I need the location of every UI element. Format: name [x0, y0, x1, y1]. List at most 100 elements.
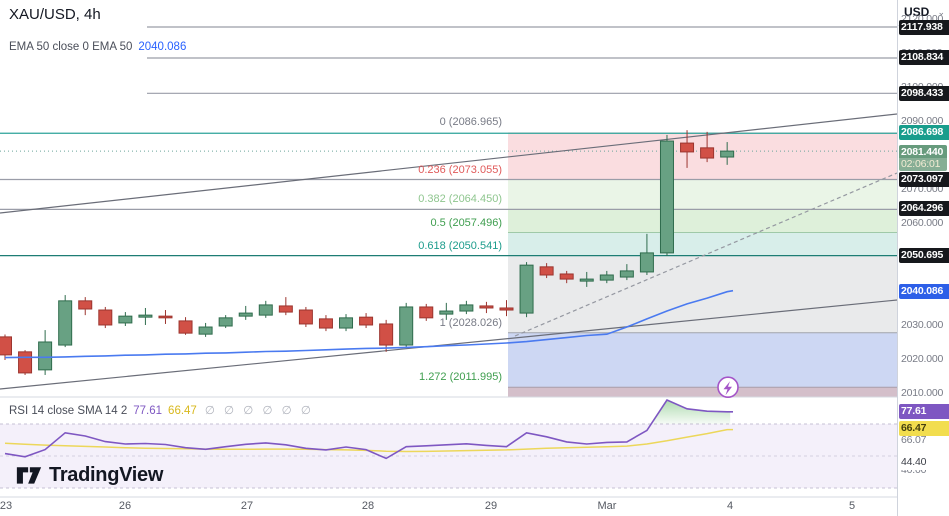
candle-body[interactable]: [639, 252, 654, 273]
price-axis-label: 66.47: [899, 421, 949, 436]
ema50-line[interactable]: [4, 289, 734, 359]
candle-body[interactable]: [399, 306, 414, 346]
candle-body[interactable]: [579, 278, 594, 282]
tradingview-logo-icon: [16, 467, 42, 484]
trendline[interactable]: [514, 172, 897, 337]
fib-level-label: 0.618 (2050.541): [418, 240, 502, 253]
price-axis-label: 44.40: [899, 455, 949, 470]
candle-body[interactable]: [258, 304, 273, 316]
time-axis-label[interactable]: 26: [118, 500, 132, 512]
candle-body[interactable]: [479, 305, 494, 309]
candle-body[interactable]: [298, 309, 313, 325]
last-price-value: 2081.440: [899, 145, 947, 158]
price-axis-label: 2030.000: [901, 319, 944, 331]
price-axis-label: 2020.000: [901, 353, 944, 365]
time-axis-label[interactable]: Mar: [597, 500, 617, 512]
rsi-band-fill: [0, 424, 897, 488]
candle-body[interactable]: [118, 315, 133, 324]
price-axis-label: 2010.000: [901, 387, 944, 399]
fib-band: [508, 256, 897, 333]
ema-legend-label: EMA 50 close 0 EMA 50: [9, 41, 133, 53]
candlestick-chart-canvas[interactable]: [0, 0, 897, 516]
price-axis-label: 66.07: [901, 434, 927, 446]
chart-pane[interactable]: XAU/USD, 4h EMA 50 close 0 EMA 50 2040.08…: [0, 0, 897, 516]
candle-body[interactable]: [339, 317, 354, 329]
time-axis-label[interactable]: 27: [240, 500, 254, 512]
price-axis-label: 2064.296: [899, 201, 949, 216]
candle-body[interactable]: [58, 300, 73, 346]
candle-body[interactable]: [619, 270, 634, 278]
candle-body[interactable]: [599, 274, 614, 281]
price-axis-label: 2073.097: [899, 172, 949, 187]
rsi-empty-values: ∅ ∅ ∅ ∅ ∅ ∅: [204, 405, 314, 417]
candle-body[interactable]: [98, 309, 113, 326]
trendline[interactable]: [0, 113, 897, 214]
candle-body[interactable]: [539, 266, 554, 276]
rsi-indicator-legend[interactable]: RSI 14 close SMA 14 2 77.61 66.47 ∅ ∅ ∅ ∅ ∅…: [9, 403, 314, 417]
bar-countdown-timer: 02:06:01: [899, 158, 947, 171]
candle-body[interactable]: [379, 323, 394, 346]
rsi-line[interactable]: [4, 398, 733, 460]
tradingview-logo-text: TradingView: [49, 463, 164, 486]
candle-body[interactable]: [720, 150, 735, 158]
fib-level-label: 0.236 (2073.055): [418, 163, 502, 176]
candle-body[interactable]: [158, 315, 173, 319]
rsi-sma-current-value: 66.47: [168, 405, 197, 417]
rsi-current-value: 77.61: [133, 405, 163, 417]
candle-body[interactable]: [459, 304, 474, 312]
candle-body[interactable]: [138, 314, 153, 318]
fib-level-label: 0.382 (2064.450): [418, 192, 502, 205]
candle-body[interactable]: [359, 316, 374, 326]
candle-body[interactable]: [559, 273, 574, 280]
time-axis-label[interactable]: 23: [0, 500, 13, 512]
time-axis-label[interactable]: 4: [726, 500, 734, 512]
ema-indicator-legend[interactable]: EMA 50 close 0 EMA 50 2040.086: [9, 41, 186, 53]
tradingview-logo[interactable]: TradingView: [16, 462, 163, 488]
currency-label: USD: [904, 5, 930, 19]
candle-body[interactable]: [198, 326, 213, 335]
candle-body[interactable]: [178, 320, 193, 334]
price-axis-label: 2060.000: [901, 217, 944, 229]
candle-body[interactable]: [659, 140, 674, 254]
rsi-legend-label: RSI 14 close SMA 14 2: [9, 405, 128, 417]
time-axis-label[interactable]: 5: [848, 500, 856, 512]
candle-body[interactable]: [78, 300, 93, 310]
fib-level-label: 1.272 (2011.995): [419, 371, 502, 384]
price-axis-label: 2090.000: [901, 115, 944, 127]
fib-band: [508, 232, 897, 257]
candle-body[interactable]: [18, 351, 33, 374]
price-axis-label: 2108.834: [899, 50, 949, 65]
time-axis-label[interactable]: 28: [361, 500, 375, 512]
candle-body[interactable]: [278, 305, 293, 313]
price-axis[interactable]: USD ⌄ 2120.0002110.0002100.0002090.00020…: [897, 0, 949, 516]
price-axis-label: 2098.433: [899, 86, 949, 101]
ema-current-value: 2040.086: [138, 41, 187, 53]
candle-body[interactable]: [439, 310, 454, 315]
time-axis-label[interactable]: 29: [484, 500, 498, 512]
candle-body[interactable]: [218, 317, 233, 327]
candle-body[interactable]: [38, 341, 53, 371]
fib-band-bottom: [508, 387, 897, 397]
candle-body[interactable]: [700, 147, 715, 159]
price-axis-label: 2086.698: [899, 125, 949, 140]
symbol-title[interactable]: XAU/USD, 4h: [9, 6, 101, 23]
candle-body[interactable]: [680, 142, 695, 153]
current-price-label: 2081.440 02:06:01: [899, 145, 947, 171]
candle-body[interactable]: [0, 336, 12, 356]
trendline[interactable]: [0, 299, 897, 390]
price-axis-label: 2050.695: [899, 248, 949, 263]
rsi-sma-line[interactable]: [4, 428, 733, 453]
price-axis-label: 77.61: [899, 404, 949, 419]
candle-body[interactable]: [419, 306, 434, 319]
rsi-overbought-fill: [651, 400, 731, 424]
price-axis-label: 2117.938: [899, 20, 949, 35]
fib-level-label: 1 (2028.026): [439, 316, 502, 329]
candle-body[interactable]: [519, 264, 534, 314]
price-axis-label: 2040.086: [899, 284, 949, 299]
candle-body[interactable]: [318, 318, 333, 329]
fib-band: [508, 208, 897, 233]
candle-body[interactable]: [238, 312, 253, 317]
fib-level-label: 0 (2086.965): [439, 116, 502, 129]
candle-body[interactable]: [499, 307, 514, 311]
